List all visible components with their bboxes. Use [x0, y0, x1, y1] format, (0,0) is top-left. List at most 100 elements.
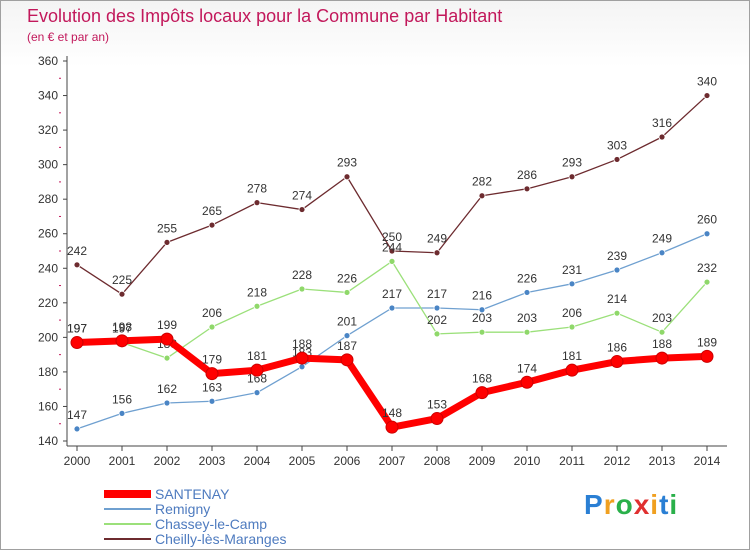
data-label-cheilly-les-maranges: 340 — [697, 75, 717, 89]
data-label-cheilly-les-maranges: 250 — [382, 230, 402, 244]
data-point-cheilly-les-maranges — [478, 192, 486, 200]
data-label-remigny: 156 — [112, 392, 132, 406]
data-label-chassey-le-camp: 228 — [292, 268, 312, 282]
data-point-chassey-le-camp — [703, 278, 711, 286]
x-tick-label: 2003 — [199, 454, 226, 468]
data-label-cheilly-les-maranges: 293 — [562, 156, 582, 170]
data-point-cheilly-les-maranges — [163, 238, 171, 246]
data-point-cheilly-les-maranges — [613, 156, 621, 163]
legend-label-santenay: SANTENAY — [155, 486, 230, 502]
data-point-cheilly-les-maranges — [343, 173, 351, 181]
data-label-chassey-le-camp: 206 — [202, 306, 222, 320]
data-point-santenay — [475, 386, 489, 400]
data-label-cheilly-les-maranges: 274 — [292, 189, 312, 203]
data-label-chassey-le-camp: 218 — [247, 285, 267, 299]
data-point-santenay — [250, 363, 264, 377]
data-label-chassey-le-camp: 206 — [562, 306, 582, 320]
data-label-chassey-le-camp: 203 — [652, 311, 672, 325]
data-label-remigny: 260 — [697, 213, 717, 227]
data-label-santenay: 174 — [517, 361, 537, 375]
data-label-chassey-le-camp: 226 — [337, 271, 357, 285]
y-tick-label: 180 — [38, 365, 58, 379]
data-point-chassey-le-camp — [388, 257, 396, 265]
logo-letter: i — [650, 489, 660, 520]
data-point-chassey-le-camp — [478, 328, 486, 336]
data-point-remigny — [703, 230, 711, 238]
data-label-cheilly-les-maranges: 225 — [112, 273, 132, 287]
data-point-santenay — [520, 375, 534, 389]
data-label-remigny: 168 — [247, 372, 267, 386]
x-tick-label: 2013 — [649, 454, 676, 468]
data-label-santenay: 197 — [67, 322, 87, 336]
data-point-chassey-le-camp — [343, 289, 351, 296]
data-point-cheilly-les-maranges — [658, 133, 666, 141]
data-point-cheilly-les-maranges — [208, 221, 216, 229]
data-label-cheilly-les-maranges: 316 — [652, 116, 672, 130]
data-label-santenay: 199 — [157, 318, 177, 332]
x-tick-label: 2002 — [154, 454, 181, 468]
data-point-remigny — [208, 397, 216, 405]
data-label-remigny: 147 — [67, 408, 87, 422]
data-point-chassey-le-camp — [433, 330, 441, 338]
data-label-chassey-le-camp: 244 — [382, 240, 402, 254]
y-tick-label: 240 — [38, 261, 58, 275]
data-point-cheilly-les-maranges — [298, 206, 306, 213]
data-point-santenay — [70, 336, 84, 350]
data-label-remigny: 163 — [202, 380, 222, 394]
x-tick-label: 2007 — [379, 454, 406, 468]
data-point-remigny — [388, 304, 396, 312]
y-tick-label: 360 — [38, 54, 58, 68]
data-label-remigny: 226 — [517, 271, 537, 285]
data-label-santenay: 148 — [382, 406, 402, 420]
logo-letter: r — [603, 489, 616, 520]
data-point-santenay — [340, 353, 354, 367]
logo-letter: o — [615, 489, 634, 520]
data-label-chassey-le-camp: 202 — [427, 313, 447, 327]
data-label-santenay: 186 — [607, 341, 627, 355]
x-tick-label: 2000 — [64, 454, 91, 468]
x-tick-label: 2006 — [334, 454, 361, 468]
data-label-cheilly-les-maranges: 303 — [607, 138, 627, 152]
data-point-remigny — [73, 425, 81, 433]
data-point-santenay — [430, 412, 444, 426]
data-point-chassey-le-camp — [298, 285, 306, 293]
data-point-santenay — [385, 420, 399, 434]
data-point-remigny — [478, 306, 486, 314]
data-point-remigny — [343, 332, 351, 340]
data-point-remigny — [613, 266, 621, 274]
data-point-remigny — [523, 289, 531, 296]
data-point-chassey-le-camp — [523, 328, 531, 336]
data-point-cheilly-les-maranges — [388, 247, 396, 255]
chart-title: Evolution des Impôts locaux pour la Comm… — [27, 6, 503, 26]
y-tick-label: 280 — [38, 192, 58, 206]
data-point-chassey-le-camp — [163, 354, 171, 362]
data-point-remigny — [163, 399, 171, 407]
data-label-santenay: 181 — [562, 349, 582, 363]
y-tick-label: 320 — [38, 123, 58, 137]
legend-label-cheilly-les-maranges: Cheilly-lès-Maranges — [155, 531, 287, 547]
y-tick-label: 140 — [38, 434, 58, 448]
data-point-santenay — [115, 334, 129, 348]
data-point-remigny — [118, 409, 126, 417]
proxiti-logo: Proxiti — [584, 489, 678, 521]
x-tick-label: 2010 — [514, 454, 541, 468]
x-tick-label: 2014 — [694, 454, 721, 468]
data-label-cheilly-les-maranges: 249 — [427, 232, 447, 246]
logo-letter: i — [669, 489, 679, 520]
x-tick-label: 2012 — [604, 454, 631, 468]
data-point-remigny — [298, 363, 306, 371]
data-point-chassey-le-camp — [658, 328, 666, 336]
data-point-cheilly-les-maranges — [703, 92, 711, 99]
data-label-chassey-le-camp: 214 — [607, 292, 627, 306]
data-point-santenay — [700, 349, 714, 363]
data-label-remigny: 216 — [472, 289, 492, 303]
data-point-santenay — [160, 332, 174, 346]
data-point-remigny — [253, 389, 261, 397]
data-label-santenay: 153 — [427, 398, 447, 412]
data-label-santenay: 187 — [337, 339, 357, 353]
data-label-cheilly-les-maranges: 265 — [202, 204, 222, 218]
data-point-cheilly-les-maranges — [118, 290, 126, 298]
x-tick-label: 2004 — [244, 454, 271, 468]
x-tick-label: 2011 — [559, 454, 585, 468]
